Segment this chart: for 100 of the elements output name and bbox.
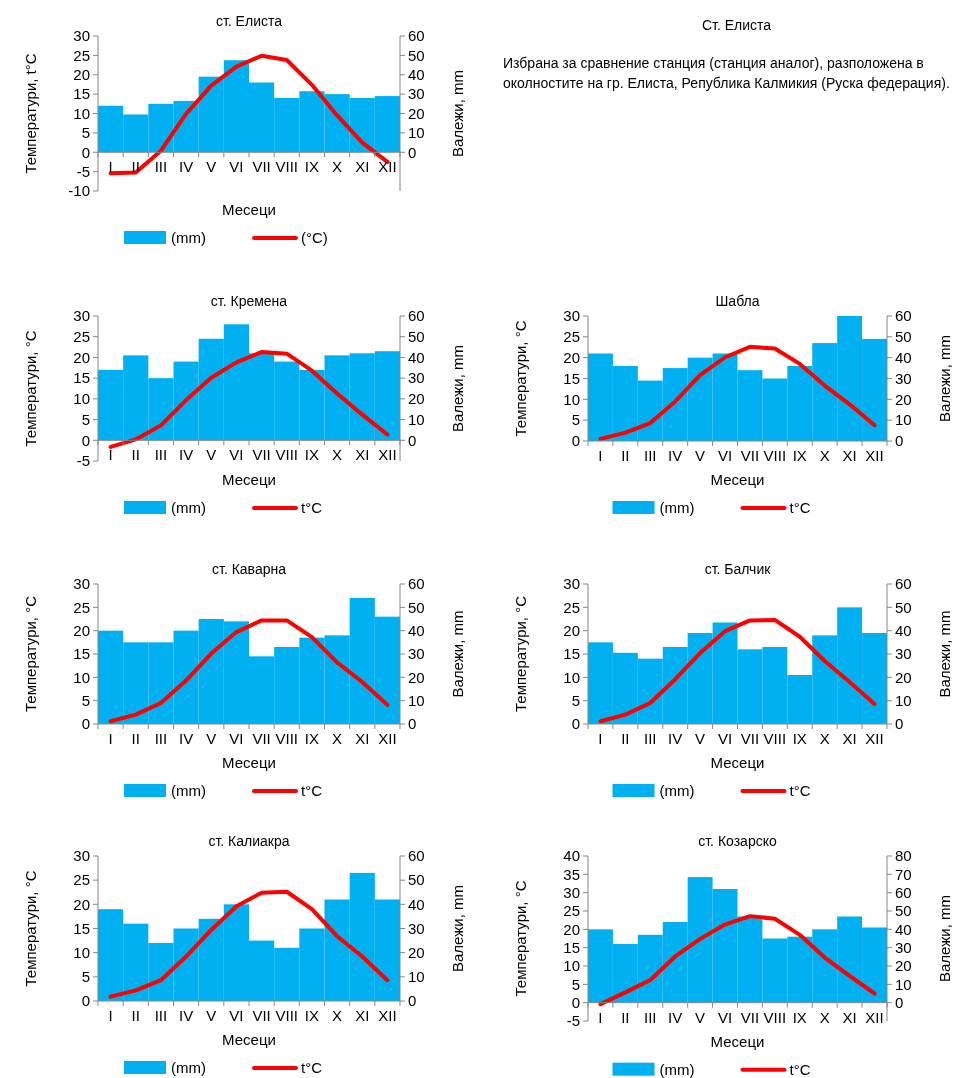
x-tick-label: IX bbox=[792, 730, 807, 747]
x-tick-label: X bbox=[819, 447, 830, 464]
y-tick-label: 25 bbox=[563, 598, 580, 616]
x-tick-label: XII bbox=[378, 730, 397, 747]
y-tick-label: 5 bbox=[571, 411, 580, 429]
y2-axis-title: Валежи, mm bbox=[448, 884, 466, 973]
y2-tick-label: 20 bbox=[408, 943, 425, 961]
y-tick-label: 30 bbox=[563, 575, 580, 593]
text: Ст. Елиста bbox=[701, 17, 772, 33]
x-tick-label: V bbox=[695, 1008, 706, 1026]
x-axis-title: Месеци bbox=[222, 754, 276, 771]
y-tick-label: 5 bbox=[81, 124, 90, 142]
y-axis-title: Температури, °C bbox=[512, 320, 529, 437]
y-tick-label: 0 bbox=[571, 993, 580, 1011]
x-tick-label: VIII bbox=[763, 1008, 787, 1026]
legend-label: (mm) bbox=[659, 1060, 695, 1078]
y2-axis-title: Валежи, mm bbox=[448, 610, 466, 698]
y-tick-label: 5 bbox=[571, 975, 580, 993]
y2-axis-title: Валежи, mm bbox=[935, 610, 953, 698]
chart-title: ст. Балчик bbox=[704, 561, 772, 577]
y2-tick-label: 10 bbox=[408, 691, 425, 709]
y-tick-label: 0 bbox=[81, 992, 90, 1010]
y-tick-label: 25 bbox=[73, 598, 90, 616]
x-tick-label: VI bbox=[229, 730, 244, 747]
y-tick-label: 10 bbox=[73, 390, 90, 408]
x-tick-label: XII bbox=[378, 1007, 397, 1024]
y-tick-label: 10 bbox=[563, 668, 580, 686]
y-axis-title: Температури, °C bbox=[22, 330, 39, 447]
y2-tick-label: 50 bbox=[408, 327, 425, 345]
y-tick-label: 20 bbox=[563, 621, 580, 639]
x-tick-label: VII bbox=[252, 730, 271, 747]
x-tick-label: X bbox=[819, 730, 830, 747]
y2-tick-label: 30 bbox=[895, 369, 912, 387]
x-tick-label: XII bbox=[865, 1008, 884, 1026]
x-tick-label: X bbox=[332, 446, 343, 464]
x-tick-label: III bbox=[644, 730, 657, 747]
x-tick-label: VIII bbox=[275, 158, 299, 176]
legend-label: (mm) bbox=[659, 499, 695, 516]
y-axis-title: Температури, °C bbox=[22, 870, 39, 987]
x-tick-label: VI bbox=[229, 446, 244, 464]
y-tick-label: 10 bbox=[563, 390, 580, 408]
y2-tick-label: 60 bbox=[408, 307, 425, 325]
y-tick-label: 15 bbox=[73, 369, 90, 387]
y2-tick-label: 50 bbox=[895, 902, 912, 920]
y2-tick-label: 70 bbox=[895, 865, 912, 883]
y-tick-label: 15 bbox=[563, 645, 580, 663]
y-tick-label: 10 bbox=[73, 943, 90, 961]
x-tick-label: IX bbox=[304, 730, 320, 747]
x-tick-label: I bbox=[108, 446, 113, 464]
y-tick-label: -5 bbox=[76, 162, 90, 180]
y-tick-label: 30 bbox=[73, 575, 90, 593]
y2-tick-label: 40 bbox=[895, 348, 912, 366]
y2-tick-label: 0 bbox=[408, 431, 417, 449]
x-tick-label: VI bbox=[229, 1007, 244, 1024]
y2-tick-label: 10 bbox=[408, 410, 425, 428]
chart-title: ст. Калиакра bbox=[208, 833, 290, 849]
x-axis-title: Месеци bbox=[710, 471, 765, 488]
y-tick-label: 25 bbox=[73, 327, 90, 345]
x-tick-label: VI bbox=[717, 1008, 733, 1026]
y2-tick-label: 30 bbox=[408, 85, 425, 103]
x-tick-label: I bbox=[598, 447, 603, 464]
x-tick-label: IX bbox=[792, 447, 807, 464]
y-axis-title: Температури, °C bbox=[512, 595, 529, 713]
y-tick-label: 15 bbox=[563, 938, 580, 956]
y-tick-label: 5 bbox=[571, 691, 580, 709]
x-tick-label: II bbox=[131, 446, 140, 464]
y2-tick-label: 60 bbox=[408, 847, 425, 865]
x-tick-label: VIII bbox=[763, 730, 787, 747]
x-tick-label: X bbox=[332, 730, 343, 747]
y-tick-label: 15 bbox=[73, 919, 90, 937]
x-axis-title: Месеци bbox=[710, 754, 765, 771]
x-tick-label: I bbox=[108, 1007, 113, 1024]
y2-tick-label: 60 bbox=[408, 575, 425, 593]
legend-label: (°C) bbox=[301, 229, 328, 246]
line-series bbox=[108, 618, 390, 724]
chart-title: Шабла bbox=[715, 293, 760, 309]
y2-tick-label: 60 bbox=[895, 307, 912, 325]
x-tick-label: IV bbox=[178, 1007, 194, 1024]
y-tick-label: 10 bbox=[73, 104, 90, 122]
x-tick-label: III bbox=[154, 730, 168, 747]
y2-tick-label: 60 bbox=[408, 27, 425, 45]
x-tick-label: XII bbox=[865, 447, 884, 464]
x-tick-label: I bbox=[598, 1008, 603, 1026]
y2-tick-label: 50 bbox=[408, 598, 425, 616]
y2-tick-label: 10 bbox=[408, 124, 425, 142]
x-tick-label: III bbox=[154, 446, 168, 464]
y-tick-label: 0 bbox=[571, 715, 580, 733]
x-tick-label: V bbox=[206, 1007, 217, 1024]
x-tick-label: XI bbox=[842, 730, 857, 747]
y-tick-label: 25 bbox=[73, 46, 90, 64]
y2-tick-label: 0 bbox=[895, 993, 904, 1011]
y2-tick-label: 20 bbox=[408, 668, 425, 686]
x-tick-label: II bbox=[621, 730, 630, 747]
x-tick-label: IV bbox=[178, 158, 194, 176]
x-tick-label: VII bbox=[740, 1008, 760, 1026]
x-tick-label: I bbox=[108, 730, 113, 747]
x-tick-label: V bbox=[206, 730, 217, 747]
y2-tick-label: 50 bbox=[408, 46, 425, 64]
y2-tick-label: 0 bbox=[408, 992, 417, 1010]
y-axis-title: Температури, °C bbox=[512, 880, 529, 997]
